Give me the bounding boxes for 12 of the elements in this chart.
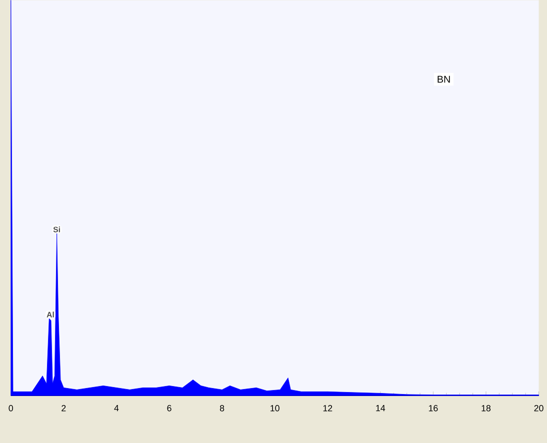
x-tick-label: 20	[534, 405, 544, 412]
x-tick-label: 18	[482, 405, 491, 412]
x-tick-label: 10	[270, 405, 280, 412]
x-tick-label: 2	[62, 405, 66, 412]
x-tick-label: 0	[8, 405, 14, 412]
x-tick-label: 12	[323, 405, 332, 412]
x-tick-label: 8	[220, 405, 224, 412]
annotation: BN	[438, 76, 450, 83]
x-tick-label: 16	[428, 405, 438, 412]
x-tick-label: 6	[167, 405, 172, 412]
x-tick-label: 14	[376, 405, 386, 412]
x-tick-label: 4	[114, 405, 119, 412]
